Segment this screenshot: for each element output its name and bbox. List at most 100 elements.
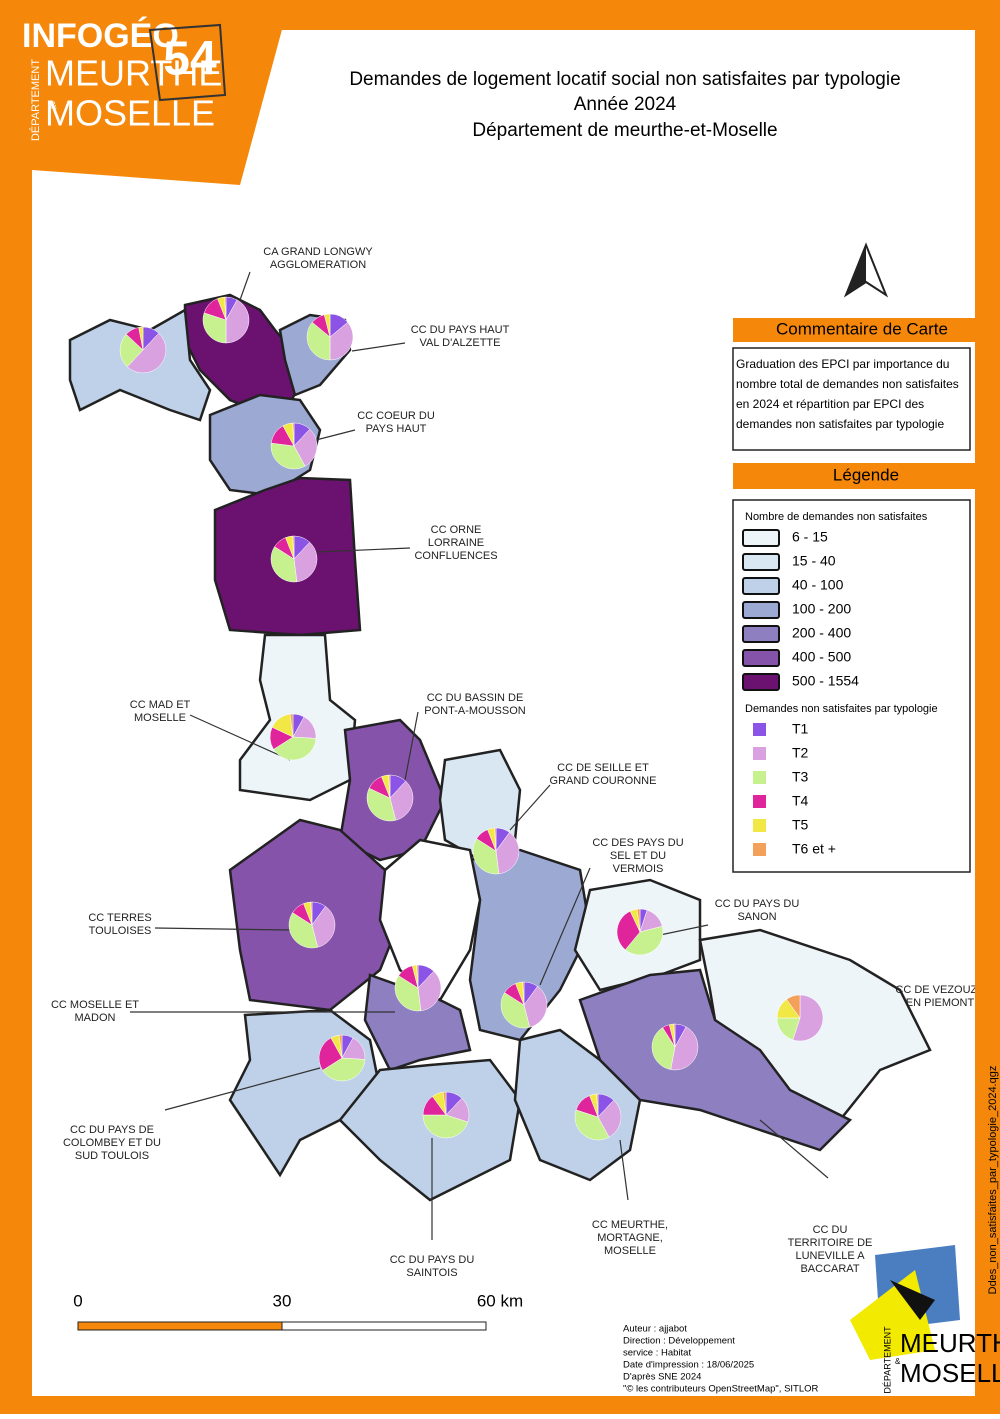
epci-label: TERRITOIRE DE	[788, 1237, 873, 1249]
pie-slice	[292, 535, 295, 560]
legend-label: 6 - 15	[792, 529, 828, 545]
pie-slice	[318, 1037, 343, 1071]
credit-line: Auteur : ajjabot	[623, 1324, 687, 1335]
legend-label: T3	[792, 769, 809, 785]
leader-line	[316, 547, 411, 553]
epci-region	[513, 1028, 642, 1182]
epci-label: LUNEVILLE A	[795, 1250, 865, 1262]
comment-text: nombre total de demandes non satisfaites	[736, 377, 959, 391]
pie-slice	[523, 986, 548, 1028]
pie-slice	[636, 908, 641, 933]
epci-label: CC DE SEILLE ET	[557, 762, 649, 774]
pie-slice	[596, 1093, 599, 1118]
legend-label: T5	[792, 817, 809, 833]
pie-slice	[624, 925, 664, 956]
legend-label: 200 - 400	[792, 625, 851, 641]
pie-slice	[394, 975, 422, 1012]
legend-label: 500 - 1554	[792, 673, 859, 689]
title: Année 2024	[574, 94, 677, 115]
footer-logo-shape	[890, 1280, 935, 1320]
leader-line	[315, 429, 356, 441]
epci-label: SAINTOIS	[406, 1267, 457, 1279]
pie-slice	[416, 964, 419, 989]
pie-slice	[126, 332, 167, 374]
epci-label: MORTAGNE,	[597, 1232, 663, 1244]
leader-line	[759, 1119, 829, 1179]
epci-label: CC DE VEZOUZE	[895, 984, 984, 996]
pie-slice	[574, 1109, 610, 1141]
epci-region	[378, 838, 482, 1002]
legend-swatch	[742, 601, 780, 619]
legend-swatch	[753, 771, 766, 784]
title: Département de meurthe-et-Moselle	[472, 120, 777, 141]
epci-label: CC DU BASSIN DE	[427, 692, 524, 704]
epci-label: CC DU PAYS DU	[715, 898, 800, 910]
epci-label: CC DU PAYS DU	[390, 1254, 475, 1266]
credit-line: "© les contributeurs OpenStreetMap", SIT…	[623, 1384, 819, 1395]
legend-swatch	[753, 843, 766, 856]
pie-slice	[472, 838, 500, 875]
comment-text: Graduation des EPCI par importance du	[736, 357, 949, 371]
footer-logo-name: MOSELLE	[900, 1358, 1000, 1388]
title: Demandes de logement locatif social non …	[349, 69, 900, 90]
epci-label: CC MOSELLE ET	[51, 999, 139, 1011]
leader-line	[509, 784, 551, 831]
logo-name: MOSELLE	[45, 93, 215, 134]
pie-slice	[442, 1091, 447, 1116]
comment-box	[732, 347, 971, 451]
legend-subtitle: Demandes non satisfaites par typologie	[745, 703, 938, 715]
leader-line	[351, 342, 406, 352]
epci-label: PONT-A-MOUSSON	[424, 705, 526, 717]
scale-bar	[77, 1321, 283, 1331]
legend-swatch	[742, 529, 780, 547]
epci-label: CONFLUENCES	[414, 550, 497, 562]
pie-slice	[224, 296, 227, 321]
epci-label: CC MEURTHE,	[592, 1219, 668, 1231]
epci-label: SEL ET DU	[610, 850, 666, 862]
epci-label: BACCARAT	[800, 1263, 859, 1275]
legend-swatch	[753, 747, 766, 760]
epci-label: CC TERRES	[88, 912, 151, 924]
legend-heading-bg	[733, 463, 975, 489]
pie-slice	[786, 994, 801, 1019]
scale-label: 60 km	[477, 1291, 523, 1310]
pie-slice	[417, 970, 442, 1012]
legend-swatch	[742, 577, 780, 595]
legend-label: T1	[792, 721, 809, 737]
pie-slice	[306, 321, 331, 361]
pie-slice	[338, 1034, 343, 1059]
footer-logo-amp: &	[895, 1357, 901, 1366]
logo-name: MEURTHE	[45, 53, 222, 94]
epci-label: CC DU PAYS HAUT	[411, 324, 510, 336]
epci-label: GRAND COURONNE	[550, 775, 657, 787]
epci-label: CC DU	[813, 1224, 848, 1236]
epci-label: EN PIEMONT	[906, 997, 975, 1009]
comment-text: demandes non satisfaites par typologie	[736, 417, 944, 431]
legend-label: T4	[792, 793, 809, 809]
legend-label: 15 - 40	[792, 553, 836, 569]
legend-swatch	[753, 819, 766, 832]
pie-slice	[673, 1023, 676, 1048]
legend-label: T6 et +	[792, 841, 836, 857]
epci-label: CA GRAND LONGWY	[263, 246, 373, 258]
leader-line	[154, 927, 291, 931]
legend-heading: Légende	[833, 465, 899, 484]
footer-logo-name: MEURTHE	[900, 1328, 1000, 1358]
legend-swatch	[753, 723, 766, 736]
epci-label: SUD TOULOIS	[75, 1150, 149, 1162]
file-name: Ddes_non_satisfaites_par_typologie_2024.…	[987, 1066, 999, 1295]
pie-slice	[292, 422, 295, 447]
epci-label: SANON	[737, 911, 776, 923]
leader-line	[239, 271, 251, 301]
legend-swatch	[742, 625, 780, 643]
legend-label: T2	[792, 745, 809, 761]
logo-frame	[148, 23, 227, 102]
pie-slice	[388, 774, 391, 799]
leader-line	[189, 714, 291, 761]
epci-label: CC DU PAYS DE	[70, 1124, 154, 1136]
epci-label: VAL D'ALZETTE	[420, 337, 501, 349]
legend-swatch	[753, 795, 766, 808]
epci-label: CC DES PAYS DU	[592, 837, 683, 849]
pie-slice	[500, 992, 531, 1029]
